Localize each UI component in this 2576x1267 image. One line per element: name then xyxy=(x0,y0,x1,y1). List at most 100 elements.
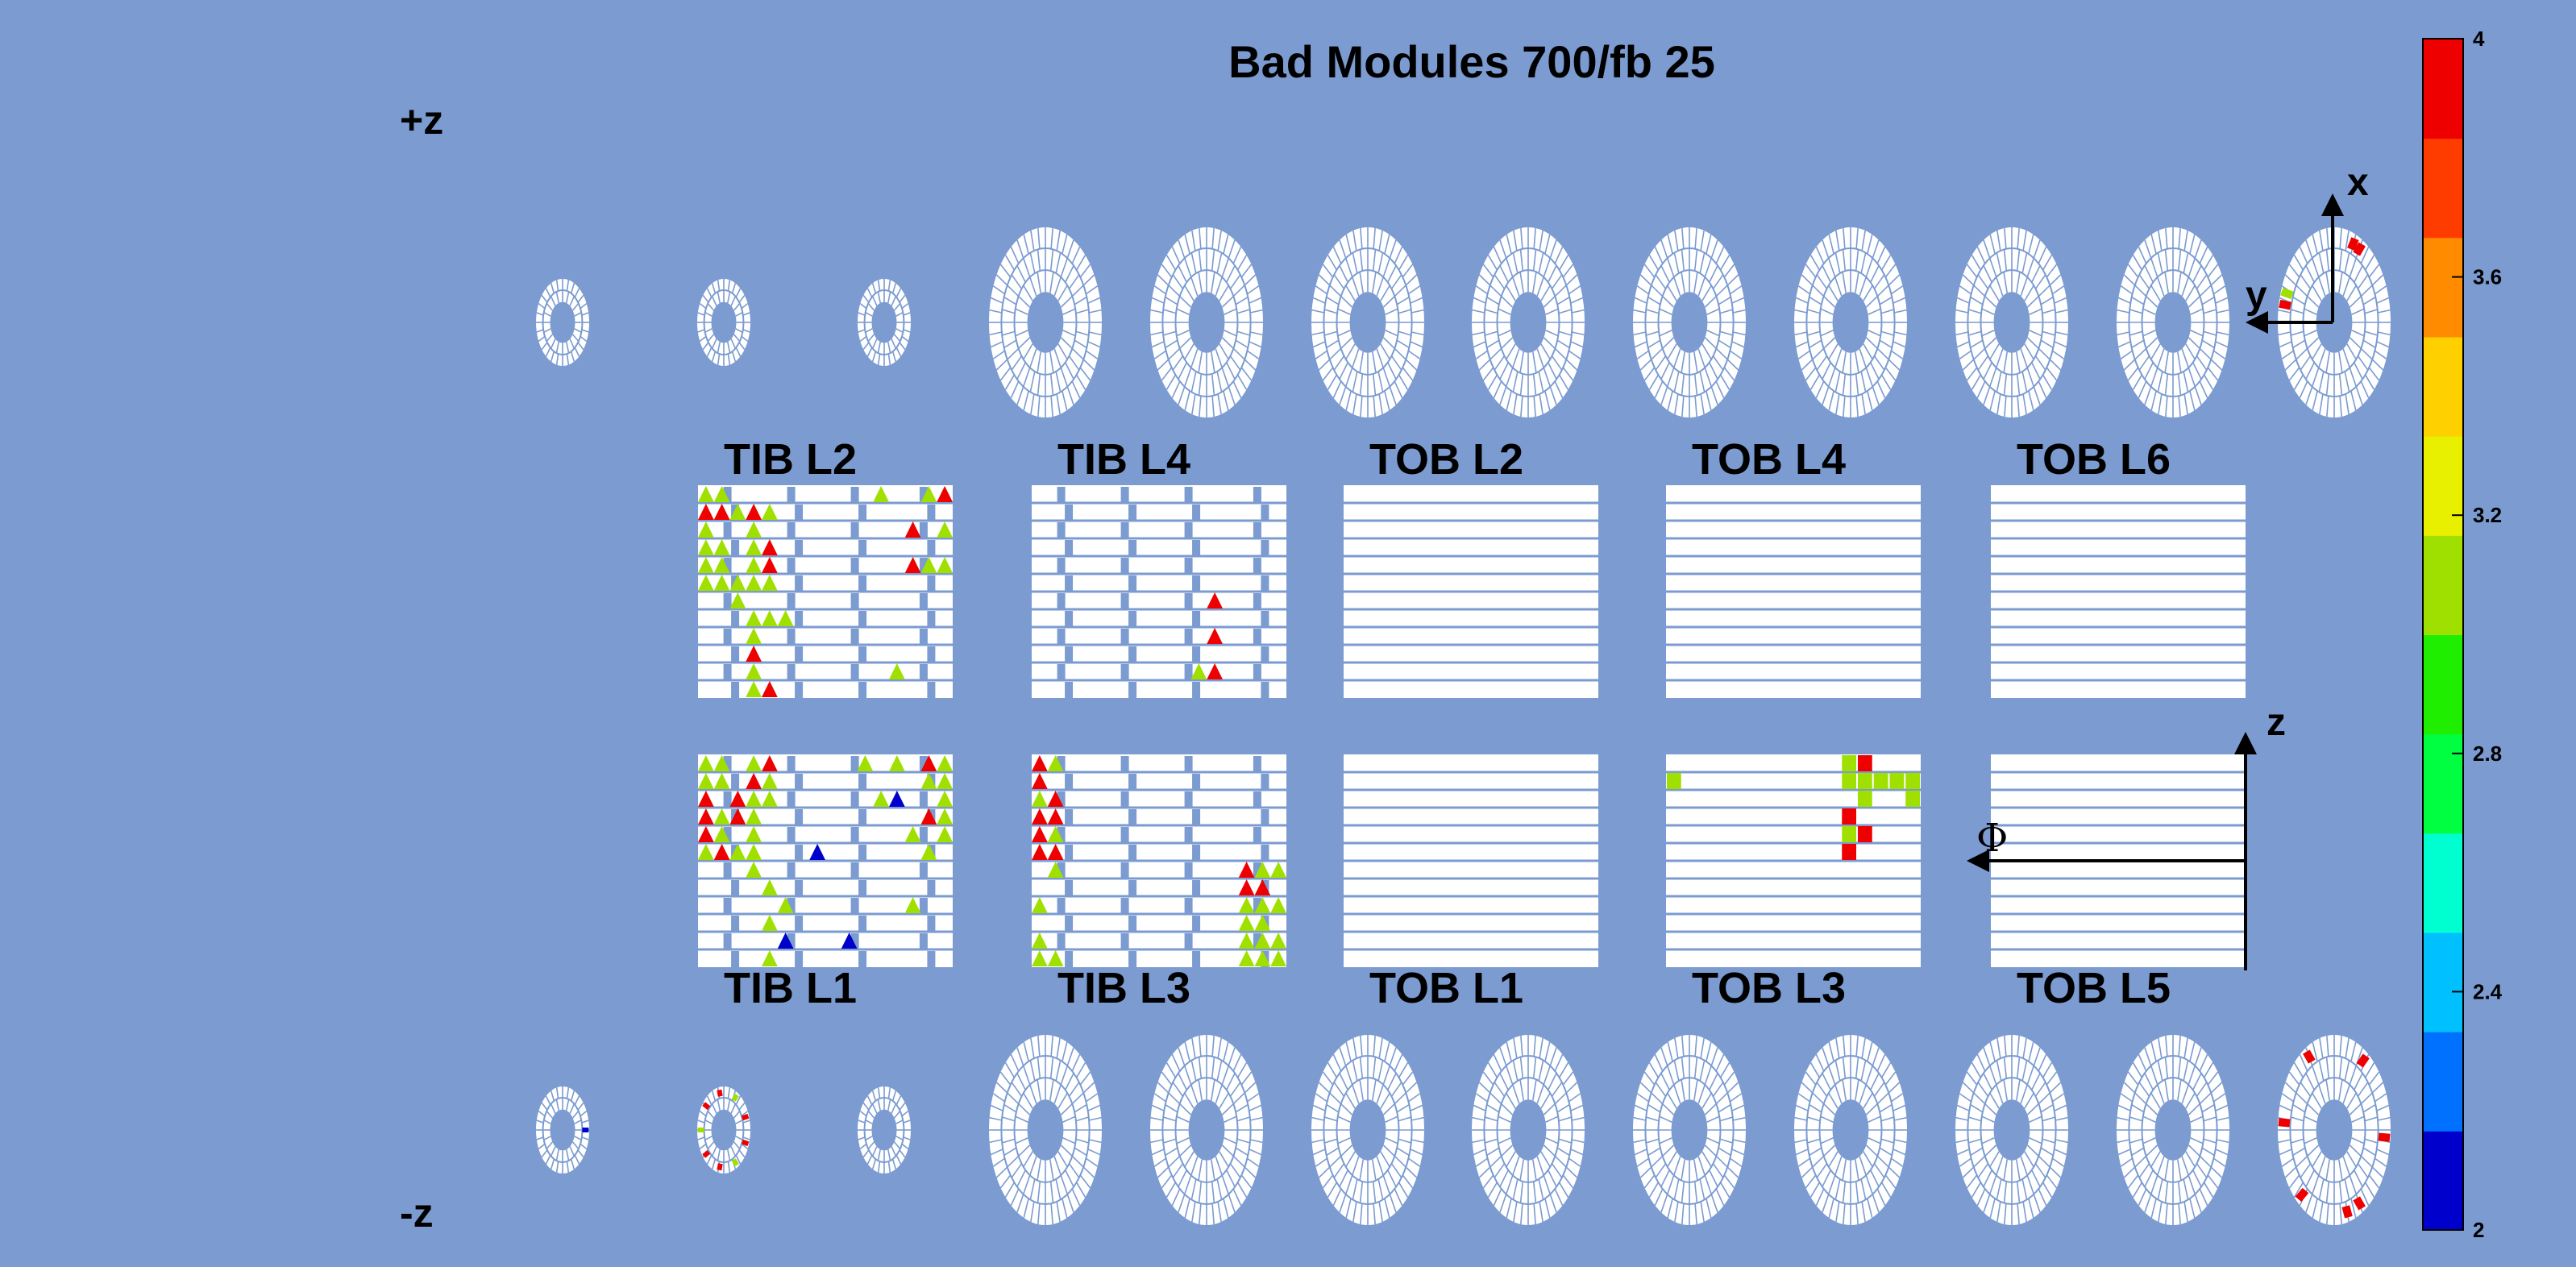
disk-segment-divider xyxy=(1519,373,1524,396)
disk-segment-divider xyxy=(2194,386,2202,405)
disk-segment-divider xyxy=(1493,1188,1502,1206)
disk-segment-divider xyxy=(1060,337,1073,350)
bad-module-marker xyxy=(698,521,714,538)
disk-segment-divider xyxy=(1074,296,1087,305)
disk-segment-divider xyxy=(2325,1181,2330,1203)
disk-segment-divider xyxy=(1694,1203,1697,1225)
disk-segment-divider xyxy=(1505,1174,1514,1194)
layer-segment-gap xyxy=(919,827,928,843)
disk-segment-divider xyxy=(707,1110,715,1119)
disk-segment-divider xyxy=(2054,1149,2067,1156)
disk-segment-divider xyxy=(1989,390,1996,411)
disk-segment-divider xyxy=(1003,339,1017,349)
bad-module-marker xyxy=(762,879,778,895)
disk-segment-divider xyxy=(2360,1092,2373,1105)
disk-segment-divider xyxy=(1674,1201,1679,1223)
disk-segment-divider xyxy=(707,302,715,311)
disk-segment-divider xyxy=(1709,1169,1718,1187)
disk-segment-divider xyxy=(1646,309,1660,314)
disk-segment-divider xyxy=(877,341,881,354)
disk-segment-divider xyxy=(1018,1103,1031,1115)
disk-segment-divider xyxy=(1382,337,1395,350)
disk-segment-divider xyxy=(1060,1144,1073,1157)
disk-segment-divider xyxy=(1860,371,1867,393)
layer-segment-gap xyxy=(787,593,796,609)
disk-segment-divider xyxy=(2281,1157,2295,1167)
disk-segment-divider xyxy=(887,280,891,292)
disk-segment-divider xyxy=(2003,1057,2008,1079)
disk-segment-divider xyxy=(1411,1116,1424,1121)
disk-segment-divider xyxy=(1015,1115,1028,1123)
disk-segment-divider xyxy=(1065,1073,1074,1090)
layer-segment-gap xyxy=(919,558,928,574)
disk-segment-divider xyxy=(2292,296,2306,305)
disk-segment-divider xyxy=(1472,1139,1485,1144)
disk-segment-divider xyxy=(2188,295,2200,308)
disk-segment-divider xyxy=(1340,337,1353,350)
disk-segment-divider xyxy=(2338,272,2343,293)
disk-segment-divider xyxy=(2026,367,2035,387)
disk-segment-divider xyxy=(2338,1079,2343,1101)
disk-segment-divider xyxy=(1867,390,1873,411)
disk-segment-divider xyxy=(901,302,909,309)
disk-segment-divider xyxy=(1835,1201,1840,1223)
layer-segment-gap xyxy=(927,611,936,627)
disk-segment-divider xyxy=(1699,1178,1706,1200)
disk-segment-divider xyxy=(1532,1181,1537,1203)
disk-segment-divider xyxy=(2156,276,2165,297)
disk-segment-divider xyxy=(1163,330,1177,336)
disk-segment-divider xyxy=(550,296,556,306)
disk-segment-divider xyxy=(893,1141,901,1150)
disk-segment-divider xyxy=(1249,341,1261,348)
disk-segment-divider xyxy=(1311,1139,1325,1144)
disk-segment-divider xyxy=(1519,1079,1524,1101)
disk-segment-divider xyxy=(545,347,551,357)
bad-module-marker xyxy=(713,575,730,591)
disk-segment-divider xyxy=(1957,297,1970,304)
disk-segment-divider xyxy=(2196,1082,2208,1097)
disk-segment-divider xyxy=(2177,373,2182,396)
disk-segment-divider xyxy=(2118,1149,2131,1156)
bad-module-marker xyxy=(762,791,778,807)
disk-segment-divider xyxy=(2325,272,2330,293)
disk-segment-divider xyxy=(1880,1116,1894,1122)
bad-module-marker xyxy=(746,557,762,573)
bad-module-marker xyxy=(2279,299,2291,310)
disk-segment-divider xyxy=(2203,330,2217,336)
disk-segment-divider xyxy=(1554,380,1564,398)
disk-segment-divider xyxy=(2291,1116,2304,1122)
disk-segment-divider xyxy=(1157,359,1170,371)
disk-segment-divider xyxy=(2022,230,2027,251)
disk-segment-divider xyxy=(2342,1156,2351,1176)
disk-segment-divider xyxy=(1002,330,1016,336)
disk-segment-divider xyxy=(2374,350,2387,359)
disk-segment-divider xyxy=(1384,1041,1390,1062)
disk-segment-divider xyxy=(742,312,750,316)
disk-segment-divider xyxy=(2360,247,2370,264)
disk-segment-divider xyxy=(566,1161,570,1173)
layer-segment-gap xyxy=(723,629,732,645)
disk-segment-divider xyxy=(1971,374,1982,390)
disk-segment-divider xyxy=(2055,309,2068,314)
disk-segment-divider xyxy=(1655,274,1667,289)
disk-segment-divider xyxy=(2118,341,2131,348)
bad-module-marker xyxy=(746,773,762,789)
disk-segment-divider xyxy=(1082,274,1095,286)
disk-segment-divider xyxy=(1410,1149,1423,1156)
disk-segment-divider xyxy=(2284,1082,2297,1094)
disk-segment-divider xyxy=(1060,258,1069,278)
disk-segment-divider xyxy=(2142,1137,2156,1144)
layer-segment-gap xyxy=(858,505,867,521)
layer-segment-gap xyxy=(1261,774,1269,790)
disk-segment-divider xyxy=(1876,380,1886,398)
disk-segment-divider xyxy=(1190,348,1199,368)
disk-segment-divider xyxy=(1050,1203,1053,1225)
disk-segment-divider xyxy=(2127,1174,2139,1189)
disk-segment-divider xyxy=(1037,1181,1041,1203)
disk-segment-divider xyxy=(1311,1116,1325,1121)
disk-segment-divider xyxy=(735,328,743,334)
disk-segment-divider xyxy=(1478,274,1491,286)
disk-segment-divider xyxy=(1002,1138,1016,1144)
bad-module-marker xyxy=(1858,755,1872,771)
